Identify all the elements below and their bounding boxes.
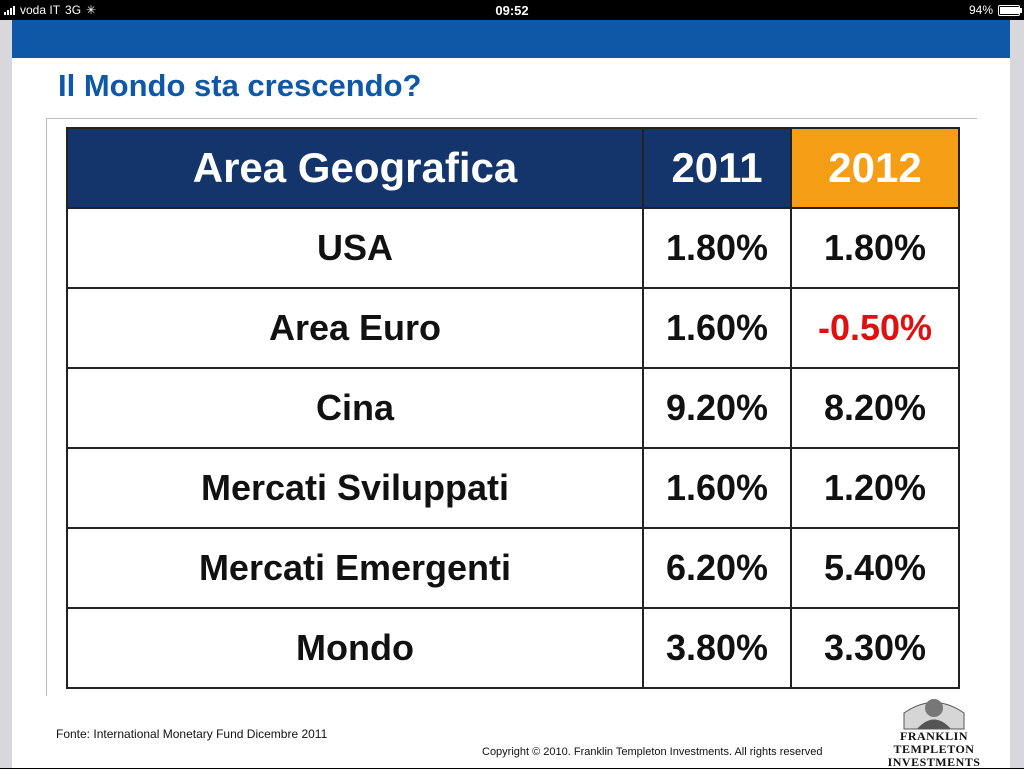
franklin-templeton-logo: FRANKLIN TEMPLETON INVESTMENTS (860, 688, 1008, 769)
value-2012-cell: 5.40% (790, 527, 960, 609)
activity-spinner-icon: ✳ (86, 3, 97, 17)
value-2012-cell: 8.20% (790, 367, 960, 449)
copyright-note: Copyright © 2010. Franklin Templeton Inv… (482, 746, 823, 758)
area-cell: Cina (66, 367, 644, 449)
status-right: 94% (968, 3, 1022, 17)
logo-line2: INVESTMENTS (887, 755, 981, 769)
header-2011: 2011 (642, 127, 792, 209)
value-2011-cell: 6.20% (642, 527, 792, 609)
table-row: Mercati Emergenti 6.20% 5.40% (66, 527, 960, 609)
network-label: 3G (65, 3, 82, 17)
header-band (12, 20, 1010, 58)
area-cell: Mondo (66, 607, 644, 689)
value-2011-cell: 1.80% (642, 207, 792, 289)
battery-percent: 94% (968, 3, 993, 17)
growth-table: Area Geografica 2011 2012 USA 1.80% 1.80… (66, 127, 960, 689)
table-row: Mondo 3.80% 3.30% (66, 607, 960, 689)
value-2011-cell: 1.60% (642, 447, 792, 529)
value-2012-cell-negative: -0.50% (790, 287, 960, 369)
header-2012: 2012 (790, 127, 960, 209)
battery-icon (998, 4, 1022, 16)
table-row: Mercati Sviluppati 1.60% 1.20% (66, 447, 960, 529)
slide-title: Il Mondo sta crescendo? (58, 68, 422, 103)
table-row: Area Euro 1.60% -0.50% (66, 287, 960, 369)
table-row: USA 1.80% 1.80% (66, 207, 960, 289)
value-2012-cell: 1.20% (790, 447, 960, 529)
area-cell: USA (66, 207, 644, 289)
signal-icon (4, 5, 15, 15)
logo-line1: FRANKLIN TEMPLETON (893, 729, 975, 756)
value-2012-cell: 3.30% (790, 607, 960, 689)
divider (46, 118, 977, 119)
status-bar: voda IT 3G ✳ 09:52 94% (0, 0, 1024, 20)
header-area: Area Geografica (66, 127, 644, 209)
value-2011-cell: 9.20% (642, 367, 792, 449)
divider-left (46, 118, 47, 696)
value-2011-cell: 3.80% (642, 607, 792, 689)
table-row: Cina 9.20% 8.20% (66, 367, 960, 449)
value-2012-cell: 1.80% (790, 207, 960, 289)
carrier-label: voda IT (20, 3, 61, 17)
slide: Il Mondo sta crescendo? Area Geografica … (12, 20, 1010, 769)
value-2011-cell: 1.60% (642, 287, 792, 369)
portrait-emblem-icon (903, 699, 965, 730)
area-cell: Mercati Sviluppati (66, 447, 644, 529)
area-cell: Area Euro (66, 287, 644, 369)
table-header-row: Area Geografica 2011 2012 (66, 127, 960, 209)
slide-viewer[interactable]: Il Mondo sta crescendo? Area Geografica … (0, 20, 1024, 769)
status-left: voda IT 3G ✳ (4, 3, 96, 17)
source-note: Fonte: International Monetary Fund Dicem… (56, 727, 328, 741)
status-time: 09:52 (495, 3, 529, 18)
area-cell: Mercati Emergenti (66, 527, 644, 609)
